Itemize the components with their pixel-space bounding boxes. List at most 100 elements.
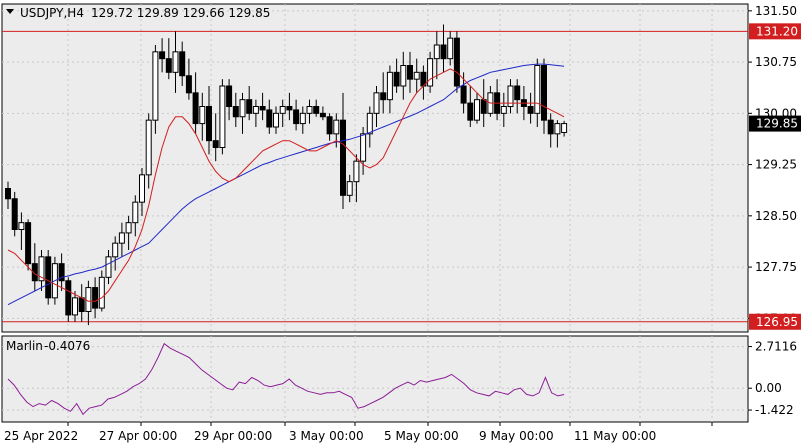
candle-body [58, 263, 65, 282]
indicator-value: -0.4076 [44, 339, 90, 353]
candle [145, 113, 152, 189]
candle [5, 181, 11, 209]
candle [386, 65, 393, 114]
candle-body [31, 263, 38, 282]
candle-body [340, 119, 346, 196]
level-label-box-1 [749, 313, 801, 330]
candle [219, 79, 226, 155]
ma-slow-line [7, 63, 565, 306]
main-plot-area [1, 3, 749, 333]
x-tick-label-3: 3 May 00:00 [289, 429, 364, 443]
candle-body [440, 44, 447, 60]
candle [125, 215, 132, 250]
candle [172, 31, 179, 93]
candle-body [92, 287, 99, 309]
candle-body [105, 256, 112, 278]
candle [313, 99, 320, 117]
x-tick-label-5: 9 May 00:00 [479, 429, 554, 443]
candle [440, 24, 447, 73]
candle-body [145, 119, 152, 176]
candle [266, 99, 273, 134]
level-label-1: 126.95 [756, 315, 798, 329]
candle-body [212, 140, 219, 149]
candle-body [112, 242, 119, 258]
candle-body [547, 119, 554, 135]
candle-body [172, 51, 179, 73]
candle-body [514, 85, 521, 101]
candle [31, 243, 38, 291]
candle [152, 45, 159, 134]
candle-body [125, 222, 132, 234]
candle [319, 106, 326, 121]
candle [199, 92, 206, 141]
candle-body [319, 112, 326, 118]
x-tick-label-0: 25 Apr 2022 [4, 429, 78, 443]
candle [239, 92, 246, 134]
indicator-name: Marlin [6, 339, 43, 353]
ma-fast-line [7, 68, 565, 302]
candle-body [72, 297, 78, 316]
candle [306, 99, 313, 124]
candle-body [313, 106, 320, 114]
candle [400, 51, 407, 100]
candle-body [199, 106, 206, 125]
candle-body [11, 198, 18, 230]
candle [366, 106, 373, 148]
candle-body [527, 106, 534, 114]
y-tick-label-4: 128.50 [755, 209, 797, 223]
candle [206, 86, 212, 155]
chart-menu-arrow-icon[interactable] [6, 9, 14, 14]
candle [279, 99, 286, 127]
oscillator-axis-ticks: 2.7116 0.00 -1.422 [748, 340, 797, 417]
candle-body [534, 65, 541, 114]
candle [353, 154, 360, 203]
candle [380, 72, 387, 114]
candle-body [85, 287, 92, 313]
candle [72, 291, 78, 322]
y-axis-ticks: 131.50130.75130.00129.25128.50127.75127.… [748, 4, 801, 330]
candle-body [132, 201, 139, 224]
osc-tick-label-2: -1.422 [755, 403, 794, 417]
candle [38, 250, 45, 291]
candle [212, 113, 219, 162]
candle-body [239, 99, 246, 118]
level-label-0: 131.20 [756, 24, 798, 38]
candle [453, 31, 460, 93]
candle [139, 168, 145, 216]
candle-body [25, 222, 32, 265]
candle-body [299, 112, 306, 125]
candle-body [45, 256, 52, 299]
candle [252, 99, 259, 127]
candle-body [360, 133, 367, 162]
candle-body [18, 222, 25, 231]
candle [293, 99, 300, 131]
candle [112, 236, 119, 271]
candle-body [427, 58, 434, 87]
candle-body [407, 65, 413, 80]
level-label-box-0 [749, 23, 801, 40]
candle-body [500, 106, 507, 114]
candle-body [165, 58, 172, 73]
candle-body [474, 99, 480, 121]
candle [159, 38, 166, 73]
candle-body [326, 116, 333, 135]
candle-body [266, 109, 273, 128]
candle-body [386, 71, 393, 101]
candle-body [353, 160, 360, 183]
y-tick-label-3: 129.25 [755, 158, 797, 172]
candle [467, 86, 474, 127]
candle [500, 92, 507, 127]
candle-body [78, 297, 85, 313]
symbol-timeframe: USDJPY,H4 [20, 6, 84, 20]
candle [286, 92, 293, 121]
candle-body [246, 99, 253, 114]
candle-body [38, 256, 45, 282]
y-tick-label-1: 130.75 [755, 55, 797, 69]
candle-body [467, 102, 474, 121]
x-tick-label-1: 27 Apr 00:00 [99, 429, 177, 443]
candle-body [541, 65, 547, 121]
candle-body [65, 280, 72, 316]
current-price-box [749, 115, 801, 132]
ohlc-values: 129.72 129.89 129.66 129.85 [91, 6, 270, 20]
